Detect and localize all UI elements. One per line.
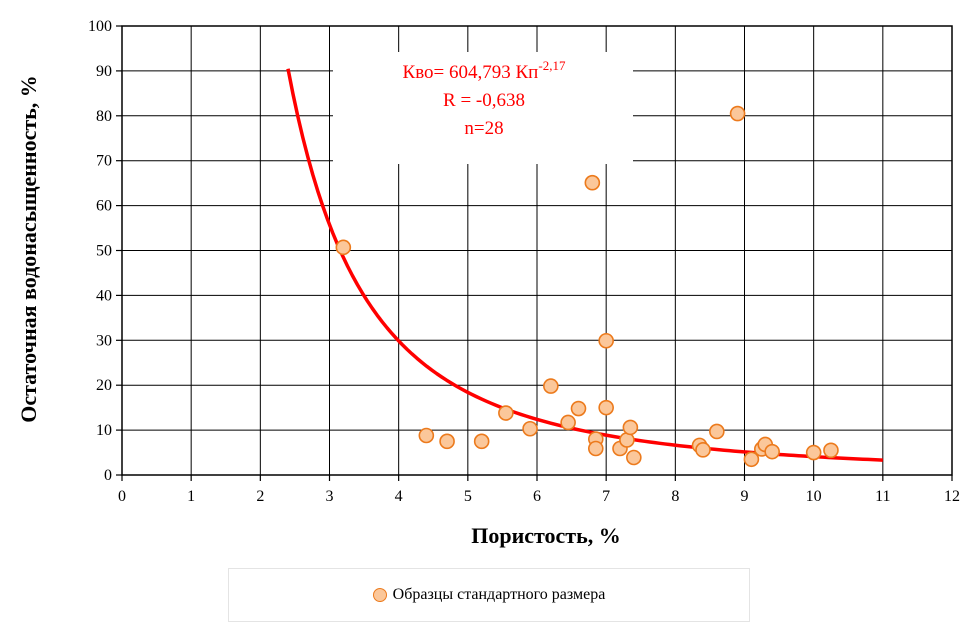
y-tick-label: 90 <box>96 63 112 80</box>
x-tick-label: 6 <box>533 488 541 505</box>
scatter-points <box>335 105 839 468</box>
data-point <box>570 400 587 417</box>
data-point <box>584 174 601 191</box>
data-point <box>764 443 780 460</box>
x-tick-label: 1 <box>187 488 195 505</box>
data-point <box>805 444 822 461</box>
data-point <box>729 105 746 122</box>
x-tick-label: 12 <box>944 488 960 505</box>
x-tick-label: 8 <box>671 488 679 505</box>
y-axis-title: Остаточная водонасыщенность, % <box>16 75 41 423</box>
y-tick-label: 70 <box>96 153 112 170</box>
data-point <box>823 442 839 459</box>
x-tick-label: 7 <box>602 488 610 505</box>
y-tick-label: 0 <box>104 467 112 484</box>
equation-line-1: Кво= 604,793 Кп-2,17 <box>403 58 566 83</box>
data-point <box>560 414 576 431</box>
data-point <box>598 332 614 349</box>
y-tick-label: 100 <box>88 18 112 35</box>
data-point <box>695 442 711 458</box>
equation-line-2: R = -0,638 <box>443 90 525 111</box>
x-tick-label: 0 <box>118 488 126 505</box>
x-tick-label: 3 <box>326 488 334 505</box>
y-tick-label: 10 <box>96 422 112 439</box>
data-point <box>543 378 559 394</box>
data-point <box>709 423 725 440</box>
trendline-path <box>286 68 883 462</box>
data-point <box>619 432 635 448</box>
x-tick-label: 5 <box>464 488 472 505</box>
data-point <box>439 433 455 450</box>
x-tick-label: 4 <box>395 488 403 505</box>
data-point <box>598 399 614 416</box>
equation-box <box>333 52 633 164</box>
legend: Образцы стандартного размера <box>228 568 750 622</box>
equation-annotation: Кво= 604,793 Кп-2,17 R = -0,638 n=28 <box>333 52 633 164</box>
y-tick-label: 40 <box>96 287 112 304</box>
x-axis-title: Пористость, % <box>471 523 621 548</box>
x-tick-label: 2 <box>256 488 264 505</box>
legend-label: Образцы стандартного размера <box>392 586 606 603</box>
data-point <box>498 405 514 421</box>
x-tick-label: 11 <box>875 488 890 505</box>
y-tick-label: 50 <box>96 243 112 260</box>
data-point <box>335 239 352 256</box>
x-tick-label: 10 <box>806 488 822 505</box>
legend-marker-icon <box>372 588 387 602</box>
y-tick-label: 30 <box>96 332 112 349</box>
y-tick-label: 80 <box>96 108 112 125</box>
data-point <box>418 427 435 444</box>
y-tick-label: 20 <box>96 377 112 394</box>
x-tick-label: 9 <box>741 488 749 505</box>
data-point <box>622 419 639 436</box>
trendline <box>286 68 883 462</box>
data-point <box>522 420 538 437</box>
data-point <box>743 451 760 468</box>
data-point <box>587 440 604 457</box>
y-tick-label: 60 <box>96 198 112 215</box>
data-point <box>473 433 490 450</box>
data-point <box>626 449 642 466</box>
equation-line-3: n=28 <box>464 118 503 139</box>
